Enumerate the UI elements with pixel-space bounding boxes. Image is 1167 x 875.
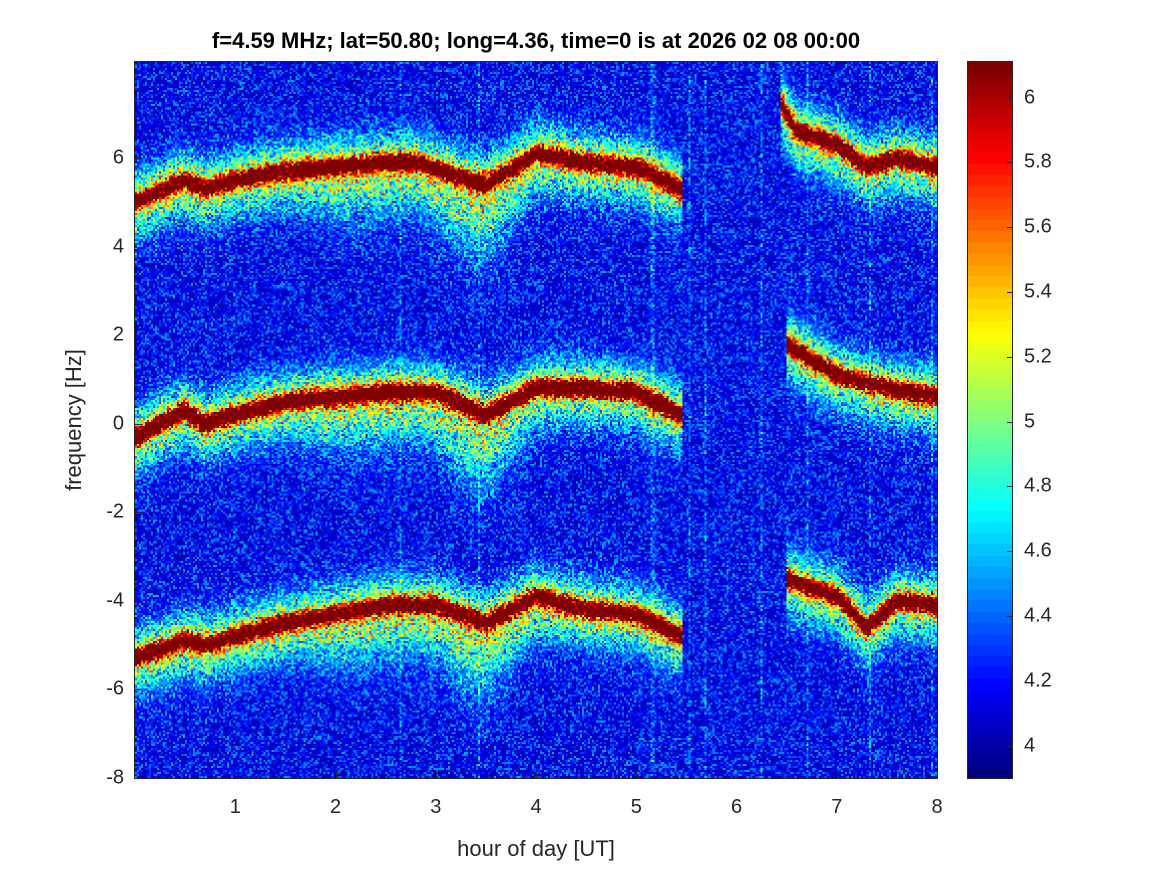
colorbar-tick-mark (1007, 680, 1012, 682)
colorbar (968, 62, 1012, 778)
x-tick-label: 1 (229, 796, 241, 818)
y-tick-mark (135, 335, 142, 337)
colorbar-tick-mark (1007, 162, 1012, 164)
colorbar-tick-label: 4.8 (1024, 474, 1052, 497)
colorbar-tick-mark (1007, 486, 1012, 488)
y-tick-label: -4 (106, 589, 124, 612)
chart-title: f=4.59 MHz; lat=50.80; long=4.36, time=0… (211, 28, 861, 53)
x-tick-mark (836, 771, 838, 778)
y-tick-label: 2 (112, 323, 124, 346)
colorbar-tick-mark (1007, 421, 1012, 423)
colorbar-tick-label: 4.6 (1024, 539, 1052, 562)
colorbar-tick-label: 6 (1024, 86, 1036, 109)
x-tick-mark (435, 771, 437, 778)
y-tick-label: 0 (112, 412, 124, 435)
x-tick-mark (636, 771, 638, 778)
colorbar-tick-mark (1007, 292, 1012, 294)
x-tick-label: 7 (831, 796, 843, 818)
colorbar-tick-label: 5.2 (1024, 345, 1052, 368)
x-tick-label: 2 (329, 796, 342, 818)
y-tick-label: 4 (112, 235, 124, 258)
colorbar-tick-mark (1007, 551, 1012, 553)
x-tick-mark (335, 771, 337, 778)
x-tick-label: 6 (730, 796, 743, 818)
x-tick-label: 4 (530, 796, 542, 818)
colorbar-tick-mark (1007, 616, 1012, 617)
x-tick-mark (235, 771, 237, 778)
y-tick-mark (135, 512, 142, 514)
colorbar-tick-label: 5.8 (1024, 150, 1052, 173)
y-tick-label: -2 (106, 500, 124, 523)
y-tick-mark (135, 778, 142, 779)
y-tick-mark (135, 158, 142, 160)
x-tick-label: 3 (430, 796, 442, 818)
colorbar-tick-mark (1007, 227, 1012, 229)
colorbar-tick-label: 5.6 (1024, 215, 1052, 238)
y-axis-label: frequency [Hz] (61, 349, 86, 491)
x-tick-mark (736, 771, 738, 778)
y-tick-mark (135, 246, 142, 248)
colorbar-tick-mark (1007, 97, 1012, 99)
y-tick-label: 6 (112, 146, 124, 169)
spectrogram-heatmap (135, 62, 937, 778)
colorbar-tick-label: 5.4 (1024, 280, 1052, 303)
y-tick-label: -6 (106, 677, 124, 700)
colorbar-tick-mark (1007, 745, 1012, 747)
y-tick-label: -8 (106, 766, 124, 789)
x-tick-mark (536, 771, 537, 778)
x-tick-label: 5 (630, 796, 642, 818)
y-tick-mark (135, 689, 142, 691)
colorbar-tick-label: 4.4 (1024, 604, 1052, 627)
x-tick-label: 8 (931, 796, 943, 818)
y-tick-mark (135, 600, 142, 602)
colorbar-tick-label: 4 (1024, 734, 1036, 757)
y-tick-mark (135, 423, 142, 425)
colorbar-tick-label: 5 (1024, 410, 1036, 433)
colorbar-tick-mark (1007, 356, 1012, 358)
colorbar-tick-label: 4.2 (1024, 669, 1052, 692)
x-axis-label: hour of day [UT] (457, 836, 615, 861)
x-tick-mark (937, 771, 938, 778)
